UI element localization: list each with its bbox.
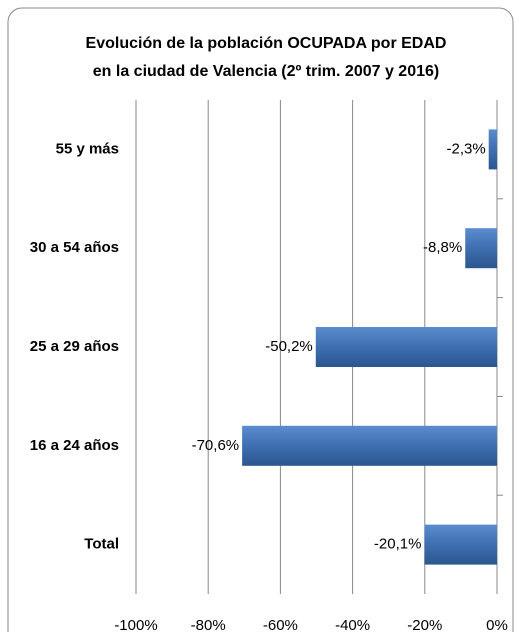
y-tick-label: 16 a 24 años xyxy=(30,437,119,454)
value-label: -70,6% xyxy=(192,437,240,454)
x-tick-label: 0% xyxy=(486,617,508,632)
value-label: -2,3% xyxy=(447,140,486,157)
value-label: -50,2% xyxy=(265,338,313,355)
x-tick-label: -60% xyxy=(263,617,298,632)
chart-title: en la ciudad de Valencia (2º trim. 2007 … xyxy=(93,63,439,80)
x-tick-label: -100% xyxy=(114,617,157,632)
y-tick-label: Total xyxy=(84,536,119,553)
value-label: -8,8% xyxy=(423,239,462,256)
bar xyxy=(424,524,497,565)
y-tick-label: 30 a 54 años xyxy=(30,239,119,256)
bar xyxy=(465,228,497,269)
x-tick-label: -40% xyxy=(335,617,370,632)
x-tick-label: -20% xyxy=(407,617,442,632)
y-tick-label: 55 y más xyxy=(56,140,119,157)
chart-title: Evolución de la población OCUPADA por ED… xyxy=(86,35,447,52)
value-label: -20,1% xyxy=(374,536,422,553)
y-tick-label: 25 a 29 años xyxy=(30,338,119,355)
x-tick-label: -80% xyxy=(191,617,226,632)
bar xyxy=(242,425,497,466)
bar xyxy=(488,129,497,170)
bar xyxy=(315,327,497,367)
chart-frame xyxy=(7,7,514,637)
